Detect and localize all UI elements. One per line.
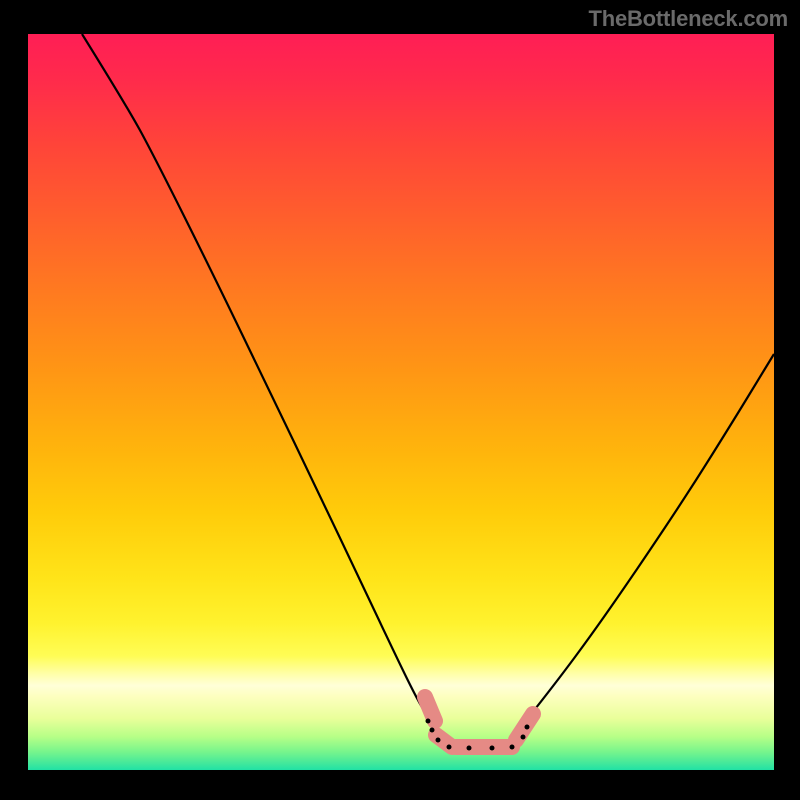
chart-container: TheBottleneck.com: [0, 0, 800, 800]
bottleneck-chart: [0, 0, 800, 800]
watermark-text: TheBottleneck.com: [588, 6, 788, 32]
plot-background: [28, 34, 774, 770]
